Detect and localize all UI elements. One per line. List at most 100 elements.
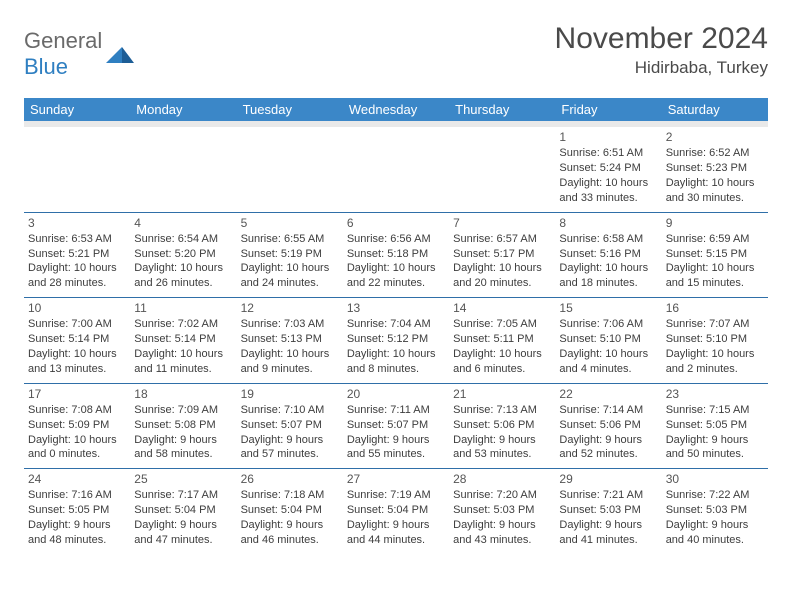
day-number: 10 — [28, 300, 126, 316]
day-detail-sunrise: Sunrise: 7:13 AM — [453, 403, 551, 418]
day-detail-day2: and 4 minutes. — [559, 362, 657, 377]
day-detail-sunset: Sunset: 5:08 PM — [134, 418, 232, 433]
day-detail-sunset: Sunset: 5:12 PM — [347, 332, 445, 347]
logo-text-general: General — [24, 28, 102, 53]
day-detail-day2: and 9 minutes. — [241, 362, 339, 377]
day-number: 17 — [28, 386, 126, 402]
calendar-day-cell: 25Sunrise: 7:17 AMSunset: 5:04 PMDayligh… — [130, 469, 236, 554]
day-detail-day1: Daylight: 10 hours — [134, 347, 232, 362]
calendar-day-cell — [343, 127, 449, 212]
day-detail-day2: and 48 minutes. — [28, 533, 126, 548]
calendar-week-row: 3Sunrise: 6:53 AMSunset: 5:21 PMDaylight… — [24, 212, 768, 298]
day-detail-day2: and 53 minutes. — [453, 447, 551, 462]
day-detail-day2: and 15 minutes. — [666, 276, 764, 291]
day-detail-sunrise: Sunrise: 7:03 AM — [241, 317, 339, 332]
day-detail-day2: and 6 minutes. — [453, 362, 551, 377]
day-number: 6 — [347, 215, 445, 231]
dow-monday: Monday — [130, 98, 236, 121]
day-detail-day1: Daylight: 10 hours — [347, 261, 445, 276]
calendar-header-row: Sunday Monday Tuesday Wednesday Thursday… — [24, 98, 768, 121]
day-detail-sunrise: Sunrise: 7:08 AM — [28, 403, 126, 418]
day-detail-sunset: Sunset: 5:10 PM — [666, 332, 764, 347]
dow-sunday: Sunday — [24, 98, 130, 121]
calendar-day-cell: 28Sunrise: 7:20 AMSunset: 5:03 PMDayligh… — [449, 469, 555, 554]
day-detail-sunset: Sunset: 5:06 PM — [559, 418, 657, 433]
calendar-day-cell: 9Sunrise: 6:59 AMSunset: 5:15 PMDaylight… — [662, 212, 768, 298]
calendar-day-cell: 3Sunrise: 6:53 AMSunset: 5:21 PMDaylight… — [24, 212, 130, 298]
day-number: 4 — [134, 215, 232, 231]
calendar-table: Sunday Monday Tuesday Wednesday Thursday… — [24, 98, 768, 554]
day-detail-sunset: Sunset: 5:07 PM — [241, 418, 339, 433]
day-detail-day1: Daylight: 10 hours — [28, 261, 126, 276]
day-detail-day1: Daylight: 10 hours — [559, 347, 657, 362]
day-detail-sunset: Sunset: 5:07 PM — [347, 418, 445, 433]
calendar-day-cell: 14Sunrise: 7:05 AMSunset: 5:11 PMDayligh… — [449, 298, 555, 384]
day-detail-day1: Daylight: 10 hours — [453, 261, 551, 276]
day-detail-sunset: Sunset: 5:03 PM — [666, 503, 764, 518]
calendar-day-cell: 12Sunrise: 7:03 AMSunset: 5:13 PMDayligh… — [237, 298, 343, 384]
day-detail-day2: and 52 minutes. — [559, 447, 657, 462]
day-detail-sunset: Sunset: 5:06 PM — [453, 418, 551, 433]
calendar-week-row: 17Sunrise: 7:08 AMSunset: 5:09 PMDayligh… — [24, 383, 768, 469]
day-detail-day2: and 46 minutes. — [241, 533, 339, 548]
location-title: Hidirbaba, Turkey — [555, 58, 768, 78]
day-number: 7 — [453, 215, 551, 231]
calendar-day-cell: 18Sunrise: 7:09 AMSunset: 5:08 PMDayligh… — [130, 383, 236, 469]
day-detail-day2: and 18 minutes. — [559, 276, 657, 291]
day-detail-sunrise: Sunrise: 6:52 AM — [666, 146, 764, 161]
day-number: 2 — [666, 129, 764, 145]
day-detail-sunset: Sunset: 5:10 PM — [559, 332, 657, 347]
day-detail-sunrise: Sunrise: 7:04 AM — [347, 317, 445, 332]
day-detail-sunset: Sunset: 5:14 PM — [28, 332, 126, 347]
day-number: 8 — [559, 215, 657, 231]
day-detail-day1: Daylight: 9 hours — [347, 433, 445, 448]
calendar-week-row: 24Sunrise: 7:16 AMSunset: 5:05 PMDayligh… — [24, 469, 768, 554]
day-detail-day1: Daylight: 10 hours — [559, 176, 657, 191]
day-detail-day2: and 43 minutes. — [453, 533, 551, 548]
day-detail-day1: Daylight: 10 hours — [241, 261, 339, 276]
day-number: 11 — [134, 300, 232, 316]
day-detail-sunrise: Sunrise: 7:07 AM — [666, 317, 764, 332]
calendar-day-cell: 16Sunrise: 7:07 AMSunset: 5:10 PMDayligh… — [662, 298, 768, 384]
day-number: 12 — [241, 300, 339, 316]
day-detail-day1: Daylight: 10 hours — [666, 176, 764, 191]
day-detail-day1: Daylight: 9 hours — [666, 433, 764, 448]
day-detail-sunrise: Sunrise: 7:14 AM — [559, 403, 657, 418]
day-detail-day2: and 0 minutes. — [28, 447, 126, 462]
calendar-day-cell: 19Sunrise: 7:10 AMSunset: 5:07 PMDayligh… — [237, 383, 343, 469]
day-detail-day1: Daylight: 9 hours — [453, 433, 551, 448]
calendar-day-cell: 1Sunrise: 6:51 AMSunset: 5:24 PMDaylight… — [555, 127, 661, 212]
calendar-day-cell: 8Sunrise: 6:58 AMSunset: 5:16 PMDaylight… — [555, 212, 661, 298]
day-detail-day1: Daylight: 9 hours — [347, 518, 445, 533]
day-detail-day2: and 13 minutes. — [28, 362, 126, 377]
logo: General Blue — [24, 28, 134, 80]
calendar-day-cell: 24Sunrise: 7:16 AMSunset: 5:05 PMDayligh… — [24, 469, 130, 554]
day-number: 30 — [666, 471, 764, 487]
day-detail-day2: and 58 minutes. — [134, 447, 232, 462]
day-detail-sunset: Sunset: 5:04 PM — [347, 503, 445, 518]
day-number: 3 — [28, 215, 126, 231]
title-block: November 2024 Hidirbaba, Turkey — [555, 22, 768, 78]
day-detail-day2: and 40 minutes. — [666, 533, 764, 548]
calendar-day-cell — [449, 127, 555, 212]
day-detail-sunset: Sunset: 5:15 PM — [666, 247, 764, 262]
day-detail-sunset: Sunset: 5:24 PM — [559, 161, 657, 176]
dow-saturday: Saturday — [662, 98, 768, 121]
calendar-week-row: 10Sunrise: 7:00 AMSunset: 5:14 PMDayligh… — [24, 298, 768, 384]
day-detail-day2: and 28 minutes. — [28, 276, 126, 291]
calendar-day-cell — [237, 127, 343, 212]
day-detail-day2: and 55 minutes. — [347, 447, 445, 462]
calendar-day-cell: 6Sunrise: 6:56 AMSunset: 5:18 PMDaylight… — [343, 212, 449, 298]
day-detail-sunset: Sunset: 5:17 PM — [453, 247, 551, 262]
day-detail-sunset: Sunset: 5:14 PM — [134, 332, 232, 347]
month-title: November 2024 — [555, 22, 768, 56]
day-detail-sunrise: Sunrise: 7:19 AM — [347, 488, 445, 503]
day-number: 26 — [241, 471, 339, 487]
day-detail-sunrise: Sunrise: 7:06 AM — [559, 317, 657, 332]
calendar-day-cell: 23Sunrise: 7:15 AMSunset: 5:05 PMDayligh… — [662, 383, 768, 469]
day-number: 25 — [134, 471, 232, 487]
day-detail-sunrise: Sunrise: 7:17 AM — [134, 488, 232, 503]
day-detail-day1: Daylight: 9 hours — [559, 518, 657, 533]
day-detail-day1: Daylight: 10 hours — [28, 433, 126, 448]
day-detail-sunrise: Sunrise: 6:55 AM — [241, 232, 339, 247]
